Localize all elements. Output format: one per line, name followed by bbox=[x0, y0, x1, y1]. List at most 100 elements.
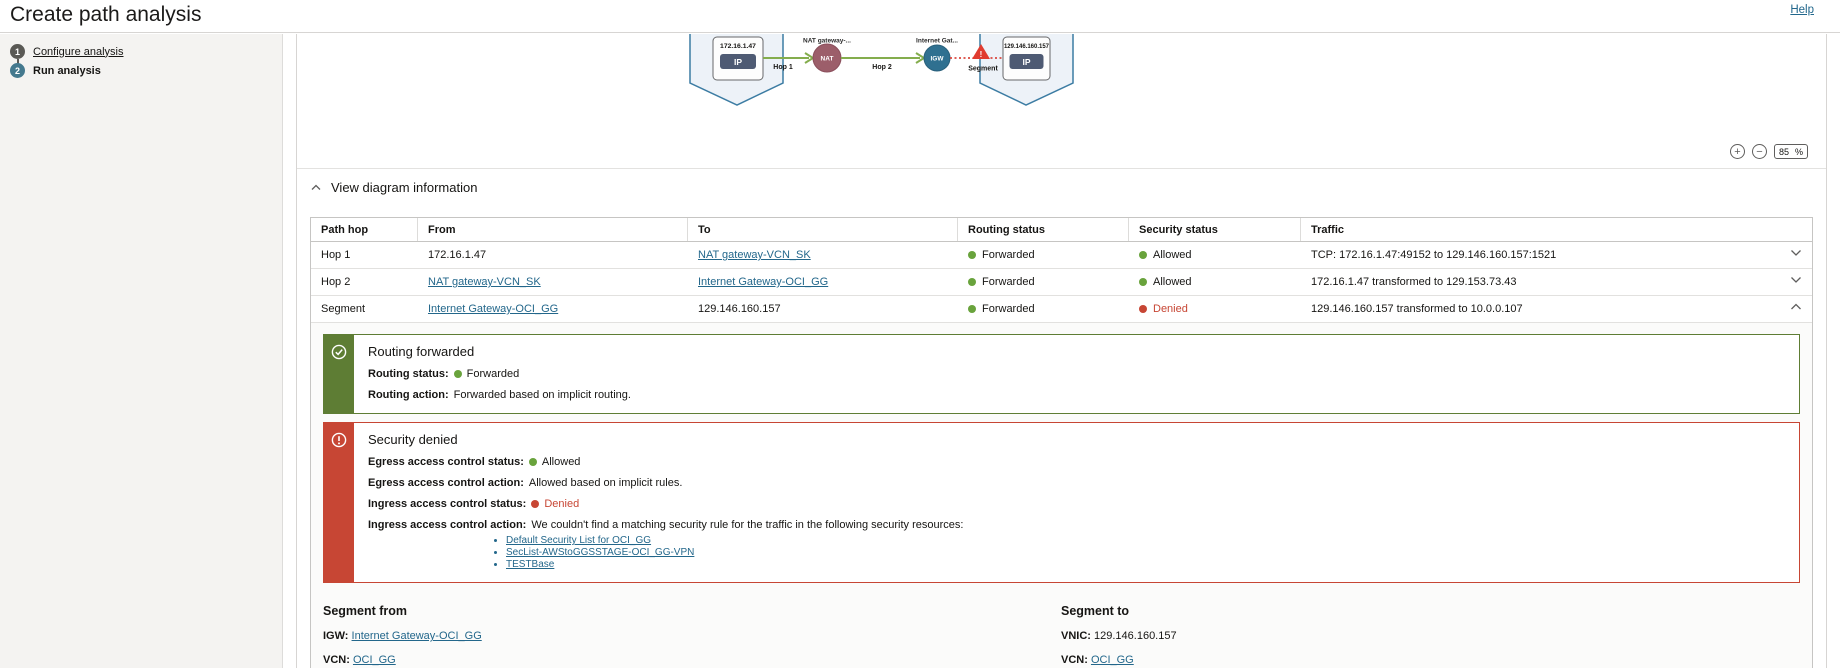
security-resource-link[interactable]: Default Security List for OCI_GG bbox=[506, 535, 652, 546]
header-from: From bbox=[418, 218, 688, 241]
routing-forwarded-box: Routing forwarded Routing status: Forwar… bbox=[323, 334, 1800, 414]
stepper-step-configure[interactable]: 1 Configure analysis bbox=[10, 44, 124, 59]
ip-badge-label: IP bbox=[734, 57, 742, 67]
view-diagram-information-toggle[interactable]: View diagram information bbox=[311, 180, 477, 195]
collapse-chevron-icon bbox=[311, 184, 321, 190]
step-number-badge: 1 bbox=[10, 44, 25, 59]
vcn-link[interactable]: OCI_GG bbox=[1090, 654, 1134, 667]
alert-circle-icon bbox=[331, 432, 347, 448]
vnic-value: 129.146.160.157 bbox=[1094, 630, 1177, 643]
segment-to-section: Segment to VNIC: 129.146.160.157 VCN: OC… bbox=[1061, 604, 1219, 668]
segment-detail-panel: Routing forwarded Routing status: Forwar… bbox=[311, 323, 1812, 668]
ingress-action-label: Ingress access control action: bbox=[368, 519, 527, 531]
cell-to-link[interactable]: Internet Gateway-OCI_GG bbox=[698, 276, 829, 288]
security-status-text: Denied bbox=[1153, 303, 1188, 315]
cell-from: 172.16.1.47 bbox=[428, 249, 487, 261]
table-row-hop1[interactable]: Hop 1 172.16.1.47 NAT gateway-VCN_SK For… bbox=[311, 242, 1812, 269]
row-expand-chevron-icon[interactable] bbox=[1790, 275, 1802, 287]
segment-from-section: Segment from IGW: Internet Gateway-OCI_G… bbox=[323, 604, 1061, 668]
igw-node-label: IGW bbox=[931, 56, 945, 63]
hop2-label: Hop 2 bbox=[872, 64, 892, 71]
zoom-in-button[interactable]: + bbox=[1730, 144, 1745, 159]
hop1-label: Hop 1 bbox=[773, 64, 793, 71]
security-denied-box: Security denied Egress access control st… bbox=[323, 422, 1800, 584]
security-resource-item: TESTBase bbox=[506, 559, 1785, 571]
cell-from-link[interactable]: NAT gateway-VCN_SK bbox=[428, 276, 541, 288]
table-row-segment[interactable]: Segment Internet Gateway-OCI_GG 129.146.… bbox=[311, 296, 1812, 323]
routing-box-title: Routing forwarded bbox=[368, 344, 475, 359]
row-collapse-chevron-icon[interactable] bbox=[1790, 302, 1802, 314]
security-status-text: Allowed bbox=[1153, 276, 1192, 288]
egress-status-dot bbox=[528, 458, 537, 466]
vnic-label: VNIC: bbox=[1061, 630, 1091, 643]
segment-label: Segment bbox=[968, 66, 998, 73]
security-status-text: Allowed bbox=[1153, 249, 1192, 261]
segment-warning-icon[interactable]: ! bbox=[972, 44, 990, 59]
egress-action-value: Allowed based on implicit rules. bbox=[528, 477, 683, 489]
path-hops-table: Path hop From To Routing status Security… bbox=[310, 217, 1813, 668]
routing-status-dot bbox=[968, 251, 976, 259]
routing-status-text: Forwarded bbox=[982, 303, 1035, 315]
page-title: Create path analysis bbox=[10, 3, 202, 26]
stepper-step-label: Run analysis bbox=[33, 64, 101, 77]
cell-path-hop: Segment bbox=[321, 303, 366, 315]
page-header: Create path analysis Help bbox=[0, 0, 1840, 33]
routing-status-dot bbox=[968, 278, 976, 286]
cell-to-link[interactable]: NAT gateway-VCN_SK bbox=[698, 249, 811, 261]
header-routing-status: Routing status bbox=[958, 218, 1129, 241]
nat-gateway-node[interactable]: NAT bbox=[812, 43, 842, 73]
igw-link[interactable]: Internet Gateway-OCI_GG bbox=[351, 630, 482, 643]
zoom-out-button[interactable]: − bbox=[1752, 144, 1767, 159]
ip-badge-label: IP bbox=[1022, 57, 1030, 67]
cell-path-hop: Hop 1 bbox=[321, 249, 351, 261]
cell-traffic: 172.16.1.47 transformed to 129.153.73.43 bbox=[1311, 276, 1517, 288]
header-to: To bbox=[688, 218, 958, 241]
zoom-level-display: 85 % bbox=[1774, 144, 1808, 159]
check-circle-icon bbox=[331, 344, 347, 360]
nat-gateway-title: NAT gateway-... bbox=[803, 38, 851, 45]
igw-label: IGW: bbox=[323, 630, 349, 643]
routing-box-stripe bbox=[324, 335, 354, 413]
routing-status-value: Forwarded bbox=[466, 368, 520, 380]
routing-action-label: Routing action: bbox=[368, 389, 449, 401]
security-status-dot bbox=[1139, 251, 1147, 259]
security-box-stripe bbox=[324, 423, 354, 583]
vcn-link[interactable]: OCI_GG bbox=[352, 654, 396, 667]
egress-status-value: Allowed bbox=[541, 456, 581, 468]
hop2-arrow bbox=[841, 52, 926, 64]
diagram-zoom-controls: + − 85 % bbox=[1730, 144, 1808, 159]
section-title: View diagram information bbox=[331, 180, 478, 195]
routing-status-text: Forwarded bbox=[982, 276, 1035, 288]
segment-endpoints: Segment from IGW: Internet Gateway-OCI_G… bbox=[323, 591, 1800, 668]
security-resource-link[interactable]: SecList-AWStoGGSSTAGE-OCI_GG-VPN bbox=[506, 546, 695, 558]
zoom-level-value: 85 bbox=[1779, 146, 1790, 157]
cell-traffic: TCP: 172.16.1.47:49152 to 129.146.160.15… bbox=[1311, 249, 1557, 261]
routing-status-label: Routing status: bbox=[368, 368, 449, 380]
egress-action-label: Egress access control action: bbox=[368, 477, 524, 489]
main-panel: 172.16.1.47 IP Hop 1 NAT gateway-... NAT… bbox=[296, 34, 1827, 668]
destination-ip-badge bbox=[1009, 54, 1044, 69]
stepper-connector bbox=[17, 59, 19, 64]
row-expand-chevron-icon[interactable] bbox=[1790, 248, 1802, 260]
security-status-dot bbox=[1139, 305, 1147, 313]
cell-traffic: 129.146.160.157 transformed to 10.0.0.10… bbox=[1311, 303, 1523, 315]
security-resource-item: SecList-AWStoGGSSTAGE-OCI_GG-VPN bbox=[506, 547, 1785, 559]
destination-ip-label: 129.146.160.157 bbox=[1004, 44, 1050, 50]
stepper-step-run[interactable]: 2 Run analysis bbox=[10, 63, 101, 78]
stepper-sidebar: 1 Configure analysis 2 Run analysis bbox=[0, 34, 283, 668]
security-resource-link[interactable]: TESTBase bbox=[506, 558, 555, 570]
source-ip-badge bbox=[720, 54, 756, 69]
egress-status-label: Egress access control status: bbox=[368, 456, 524, 468]
security-status-dot bbox=[1139, 278, 1147, 286]
cell-from-link[interactable]: Internet Gateway-OCI_GG bbox=[428, 303, 559, 315]
step-number-badge: 2 bbox=[10, 63, 25, 78]
help-link[interactable]: Help bbox=[1790, 4, 1814, 16]
vcn-label: VCN: bbox=[1061, 654, 1088, 667]
cell-path-hop: Hop 2 bbox=[321, 276, 351, 288]
source-ip-node[interactable]: 172.16.1.47 IP bbox=[712, 36, 764, 81]
cell-to: 129.146.160.157 bbox=[698, 303, 781, 315]
destination-ip-node[interactable]: 129.146.160.157 IP bbox=[1002, 36, 1051, 81]
table-row-hop2[interactable]: Hop 2 NAT gateway-VCN_SK Internet Gatewa… bbox=[311, 269, 1812, 296]
internet-gateway-node[interactable]: IGW bbox=[923, 44, 951, 72]
stepper-step-label[interactable]: Configure analysis bbox=[33, 45, 124, 58]
